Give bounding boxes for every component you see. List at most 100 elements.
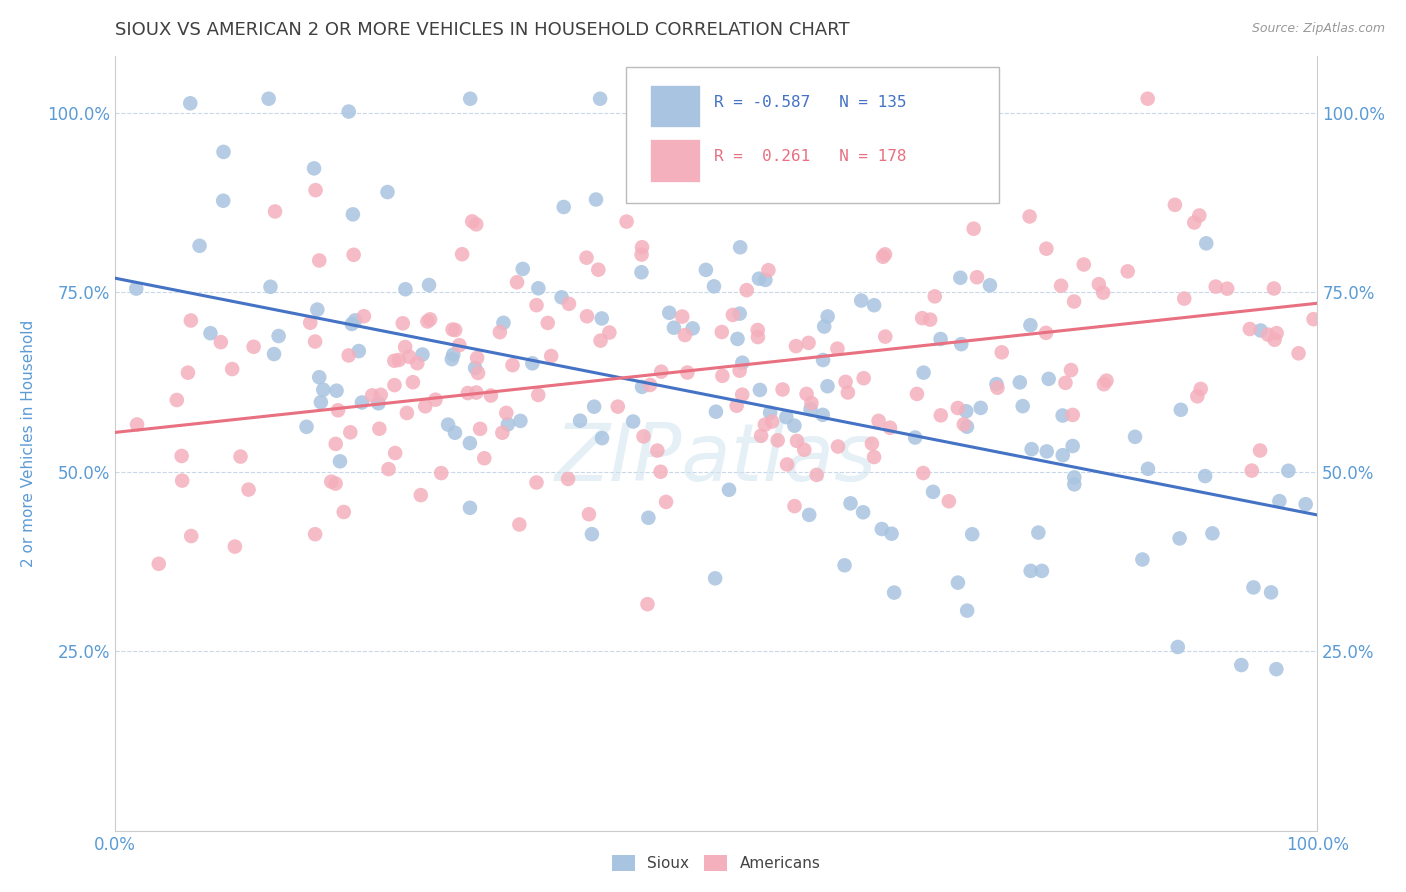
Point xyxy=(1052,448,1074,462)
Point xyxy=(495,406,517,420)
Point xyxy=(721,308,744,322)
Point xyxy=(496,417,519,432)
Point xyxy=(938,494,960,508)
Point xyxy=(1019,318,1042,333)
Point xyxy=(949,270,972,285)
Point xyxy=(430,466,453,480)
Point xyxy=(863,450,886,464)
Point xyxy=(367,396,389,410)
Point xyxy=(553,200,575,214)
Point xyxy=(588,262,610,277)
Point xyxy=(860,436,883,450)
Point xyxy=(382,353,405,368)
Point xyxy=(172,474,194,488)
Point xyxy=(834,375,856,389)
Point xyxy=(1063,294,1085,309)
Point xyxy=(238,483,260,497)
Point xyxy=(321,475,343,489)
Point xyxy=(569,414,592,428)
Point xyxy=(631,380,654,394)
Point xyxy=(527,388,550,402)
Point xyxy=(394,340,416,354)
Point xyxy=(786,434,808,448)
Point xyxy=(747,330,769,344)
Point xyxy=(783,418,806,433)
Point xyxy=(880,526,903,541)
Point xyxy=(1216,282,1239,296)
Point xyxy=(883,585,905,599)
Point xyxy=(1265,326,1288,340)
Point xyxy=(384,378,406,392)
Point xyxy=(170,449,193,463)
Point xyxy=(451,247,474,261)
Point xyxy=(1088,277,1111,292)
Point xyxy=(810,156,832,170)
Point xyxy=(631,240,654,254)
Point xyxy=(990,345,1012,359)
Point xyxy=(312,383,335,397)
Point xyxy=(703,279,725,293)
Point xyxy=(695,263,717,277)
Point xyxy=(811,408,834,422)
Point xyxy=(177,366,200,380)
Point xyxy=(924,289,946,303)
Point xyxy=(727,332,749,346)
Point xyxy=(468,422,491,436)
Point xyxy=(1031,564,1053,578)
Point xyxy=(441,348,464,362)
Point xyxy=(589,334,612,348)
Point xyxy=(418,278,440,293)
Point xyxy=(1123,430,1146,444)
Point xyxy=(304,183,326,197)
Point xyxy=(361,388,384,402)
Point xyxy=(827,342,849,356)
Point xyxy=(793,442,815,457)
Legend: Sioux, Americans: Sioux, Americans xyxy=(606,849,827,878)
Point xyxy=(1035,326,1057,340)
Point xyxy=(796,387,818,401)
Point xyxy=(492,316,515,330)
Point xyxy=(508,517,530,532)
Point xyxy=(1187,389,1209,403)
Point xyxy=(537,316,560,330)
Point xyxy=(188,239,211,253)
Point xyxy=(728,240,751,254)
Point xyxy=(526,298,548,312)
Point xyxy=(353,309,375,323)
Point xyxy=(731,356,754,370)
Point xyxy=(747,323,769,337)
Point xyxy=(370,388,392,402)
Point xyxy=(731,387,754,401)
Point xyxy=(749,429,772,443)
Point xyxy=(728,364,751,378)
Point xyxy=(1182,215,1205,229)
Bar xyxy=(650,85,700,128)
Point xyxy=(790,167,813,181)
Point xyxy=(464,361,486,376)
Point xyxy=(465,385,488,400)
Point xyxy=(735,283,758,297)
Point xyxy=(1168,532,1191,546)
Point xyxy=(766,434,789,448)
Point xyxy=(1035,444,1057,458)
Point xyxy=(834,558,856,573)
Point xyxy=(458,436,481,450)
Point xyxy=(457,386,479,401)
Point xyxy=(879,421,901,435)
Point xyxy=(267,329,290,343)
Point xyxy=(711,368,734,383)
Point xyxy=(441,322,464,336)
Point xyxy=(337,104,360,119)
Point xyxy=(1008,376,1031,390)
Point xyxy=(304,334,326,349)
Point xyxy=(960,527,983,541)
Point xyxy=(704,405,727,419)
Point xyxy=(616,214,638,228)
Point xyxy=(329,454,352,468)
Point xyxy=(589,92,612,106)
Point xyxy=(1038,372,1060,386)
Point xyxy=(558,297,581,311)
Point xyxy=(1205,279,1227,293)
Point xyxy=(799,508,821,522)
Point xyxy=(1019,564,1042,578)
